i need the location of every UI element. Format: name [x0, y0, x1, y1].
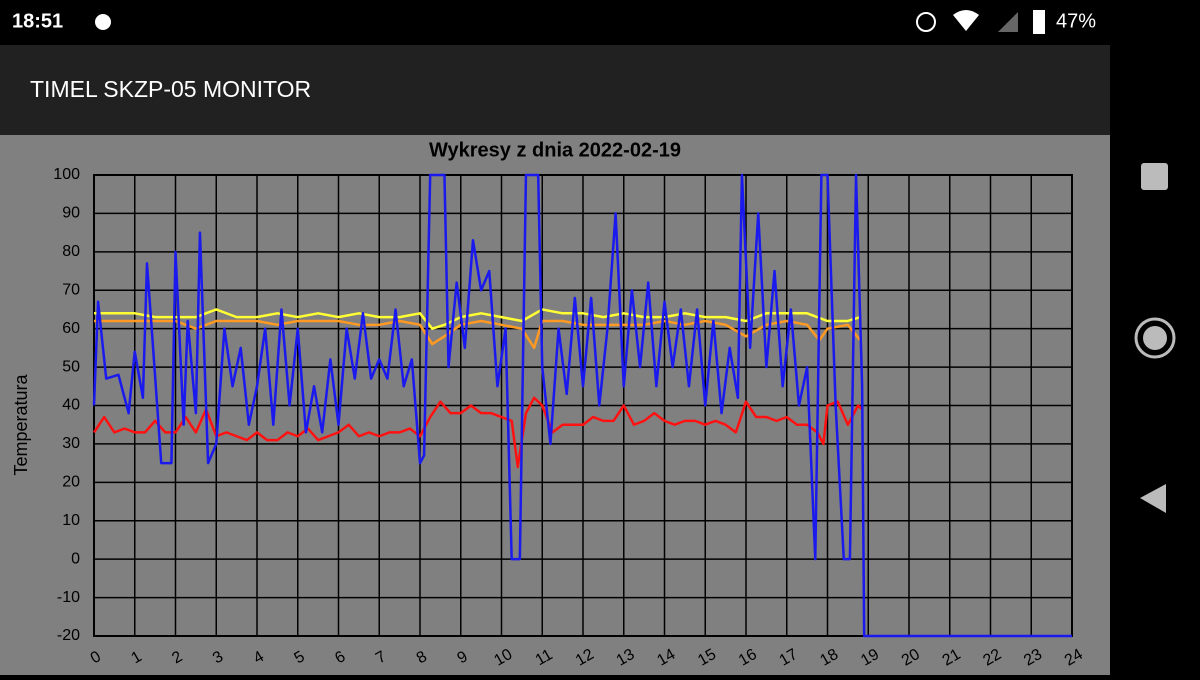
x-tick-label: 11 — [533, 646, 556, 669]
x-tick-label: 17 — [777, 646, 801, 670]
y-tick-label: 50 — [62, 358, 80, 375]
y-tick-label: 90 — [62, 205, 80, 222]
y-tick-label: 70 — [62, 281, 80, 298]
x-tick-label: 22 — [980, 646, 1004, 670]
app-title: TIMEL SKZP-05 MONITOR — [30, 76, 311, 102]
y-tick-label: 20 — [62, 474, 80, 491]
home-button[interactable] — [1134, 317, 1176, 359]
x-tick-label: 14 — [654, 646, 678, 670]
signal-icon — [998, 12, 1018, 32]
battery-icon — [1033, 10, 1045, 34]
series-line — [94, 308, 861, 330]
x-tick-label: 10 — [491, 646, 515, 670]
alarm-icon — [916, 12, 936, 32]
x-tick-label: 12 — [573, 646, 597, 670]
notification-icon — [95, 14, 111, 30]
x-tick-label: 19 — [858, 646, 882, 670]
battery-level: 47% — [1056, 10, 1096, 32]
y-tick-label: 80 — [62, 243, 80, 260]
recents-button[interactable] — [1141, 163, 1168, 190]
y-tick-label: -10 — [57, 589, 80, 606]
wifi-icon — [953, 10, 979, 31]
x-tick-label: 18 — [817, 646, 841, 670]
home-button-dot — [1143, 326, 1167, 350]
y-tick-label: 40 — [62, 397, 80, 414]
x-tick-label: 16 — [736, 646, 760, 670]
series-line — [92, 173, 1072, 638]
y-tick-label: 30 — [62, 435, 80, 452]
x-tick-label: 21 — [940, 646, 964, 670]
x-tick-label: 13 — [614, 646, 638, 670]
chart-title: Wykresy z dnia 2022-02-19 — [429, 139, 681, 161]
y-tick-label: 100 — [53, 166, 80, 183]
x-tick-label: 15 — [695, 646, 719, 670]
x-tick-label: 23 — [1021, 646, 1045, 670]
x-tick-label: 20 — [899, 646, 923, 670]
app-bar — [0, 45, 1110, 135]
y-tick-label: 60 — [62, 320, 80, 337]
y-tick-label: -20 — [57, 627, 80, 644]
y-tick-label: 0 — [71, 550, 80, 567]
clock: 18:51 — [12, 10, 63, 32]
back-button[interactable] — [1140, 484, 1166, 513]
x-tick-label: 24 — [1062, 646, 1086, 670]
series-line — [92, 396, 863, 469]
y-tick-label: 10 — [62, 512, 80, 529]
y-axis-label: Temperatura — [11, 373, 31, 475]
